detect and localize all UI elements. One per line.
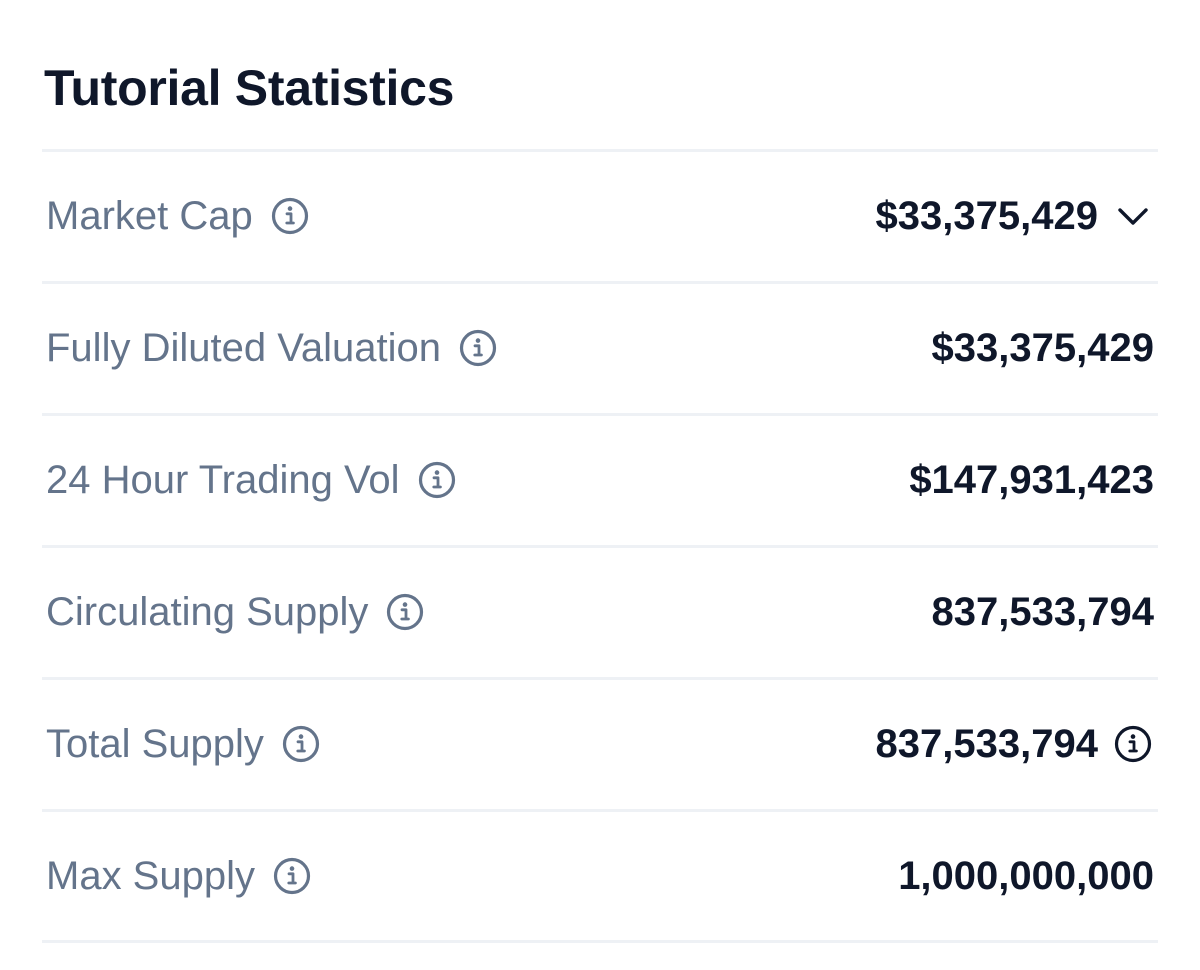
stat-row-max-supply: Max Supply 1,000,000,000 [42,812,1158,940]
stat-value-group: $33,375,429 [876,195,1158,237]
stat-label-circulating-supply: Circulating Supply [46,590,369,634]
stat-value-group: $33,375,429 [932,328,1158,368]
chevron-down-icon[interactable] [1112,195,1154,237]
stat-label-fully-diluted-valuation: Fully Diluted Valuation [46,326,442,370]
stat-row-circulating-supply: Circulating Supply 837,533,794 [42,548,1158,676]
divider [42,413,1158,416]
stat-value-24h-trading-vol: $147,931,423 [909,458,1154,502]
stat-row-24h-trading-vol: 24 Hour Trading Vol $147,931,423 [42,416,1158,544]
stat-label-24h-trading-vol: 24 Hour Trading Vol [46,458,400,502]
divider [42,940,1158,943]
stat-row-market-cap: Market Cap $33,375,429 [42,152,1158,280]
info-icon[interactable] [384,591,426,633]
panel-title: Tutorial Statistics [44,60,455,116]
info-icon[interactable] [269,195,311,237]
stat-row-fully-diluted-valuation: Fully Diluted Valuation $33,375,429 [42,284,1158,412]
divider [42,281,1158,284]
stat-value-group: 837,533,794 [876,723,1158,765]
info-icon[interactable] [271,855,313,897]
stat-label-group: Circulating Supply [42,591,426,633]
stat-value-group: 837,533,794 [932,592,1158,632]
stat-label-total-supply: Total Supply [46,722,264,766]
stat-row-total-supply: Total Supply 837,533,794 [42,680,1158,808]
info-icon[interactable] [280,723,322,765]
stat-label-group: Market Cap [42,195,311,237]
stat-value-total-supply: 837,533,794 [875,722,1098,766]
divider [42,677,1158,680]
stat-label-group: Fully Diluted Valuation [42,327,499,369]
stat-value-group: $147,931,423 [909,460,1158,500]
stat-value-circulating-supply: 837,533,794 [931,590,1154,634]
stat-label-group: 24 Hour Trading Vol [42,459,458,501]
info-icon[interactable] [1112,723,1154,765]
info-icon[interactable] [416,459,458,501]
stat-label-max-supply: Max Supply [46,854,255,898]
stat-value-group: 1,000,000,000 [898,856,1158,896]
stat-label-group: Max Supply [42,855,313,897]
info-icon[interactable] [457,327,499,369]
stat-value-fully-diluted-valuation: $33,375,429 [931,326,1154,370]
stat-value-max-supply: 1,000,000,000 [898,854,1154,898]
divider [42,149,1158,152]
stat-label-market-cap: Market Cap [46,194,253,238]
stat-value-market-cap: $33,375,429 [875,194,1098,238]
divider [42,809,1158,812]
stat-label-group: Total Supply [42,723,322,765]
divider [42,545,1158,548]
